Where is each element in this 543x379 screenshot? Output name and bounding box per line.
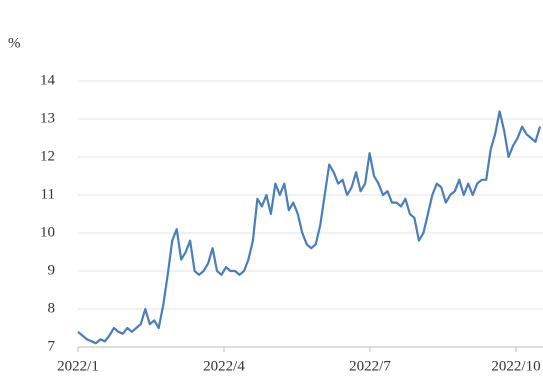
y-tick-label: 8 <box>48 300 56 316</box>
x-tick-label: 2022/7 <box>349 358 391 374</box>
x-tick-label: 2022/10 <box>491 358 540 374</box>
y-tick-label: 14 <box>40 72 56 88</box>
y-unit: % <box>8 35 21 51</box>
x-tick-label: 2022/1 <box>57 358 99 374</box>
y-tick-label: 12 <box>40 148 55 164</box>
x-tick-label: 2022/4 <box>203 358 245 374</box>
line-series <box>77 110 542 345</box>
y-tick-label: 11 <box>41 186 55 202</box>
y-tick-label: 13 <box>40 110 55 126</box>
y-tick-label: 10 <box>40 224 55 240</box>
y-tick-label: 7 <box>48 338 56 354</box>
y-tick-label: 9 <box>48 262 56 278</box>
